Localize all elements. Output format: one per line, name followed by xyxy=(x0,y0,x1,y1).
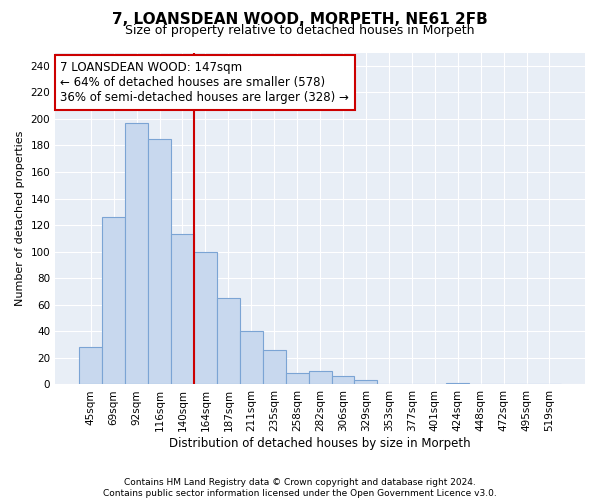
Bar xyxy=(263,350,286,384)
Bar xyxy=(332,376,355,384)
Bar xyxy=(308,371,332,384)
X-axis label: Distribution of detached houses by size in Morpeth: Distribution of detached houses by size … xyxy=(169,437,471,450)
Bar xyxy=(286,372,308,384)
Text: Size of property relative to detached houses in Morpeth: Size of property relative to detached ho… xyxy=(125,24,475,37)
Bar xyxy=(194,252,217,384)
Bar xyxy=(102,217,125,384)
Bar xyxy=(446,383,469,384)
Bar xyxy=(240,332,263,384)
Text: Contains HM Land Registry data © Crown copyright and database right 2024.
Contai: Contains HM Land Registry data © Crown c… xyxy=(103,478,497,498)
Bar xyxy=(217,298,240,384)
Y-axis label: Number of detached properties: Number of detached properties xyxy=(15,131,25,306)
Bar xyxy=(355,380,377,384)
Bar xyxy=(171,234,194,384)
Bar xyxy=(125,123,148,384)
Bar xyxy=(79,348,102,385)
Bar xyxy=(148,139,171,384)
Text: 7, LOANSDEAN WOOD, MORPETH, NE61 2FB: 7, LOANSDEAN WOOD, MORPETH, NE61 2FB xyxy=(112,12,488,28)
Text: 7 LOANSDEAN WOOD: 147sqm
← 64% of detached houses are smaller (578)
36% of semi-: 7 LOANSDEAN WOOD: 147sqm ← 64% of detach… xyxy=(61,61,349,104)
